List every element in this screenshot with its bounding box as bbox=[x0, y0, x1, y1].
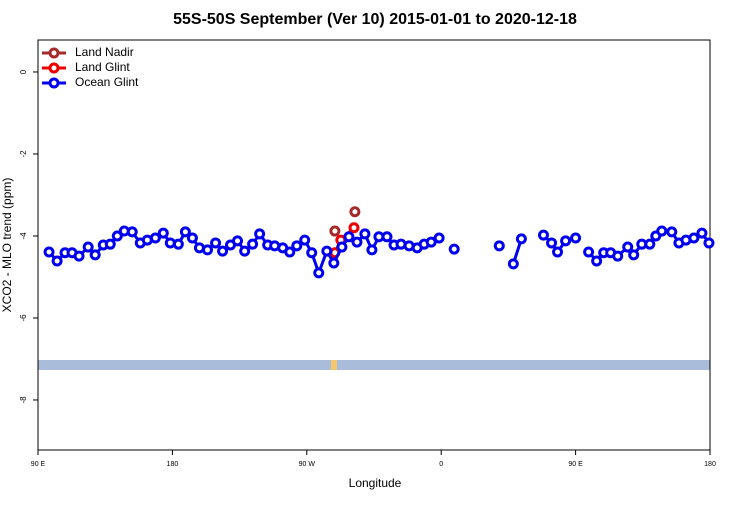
legend-marker bbox=[48, 77, 60, 89]
chart-title: 55S-50S September (Ver 10) 2015-01-01 to… bbox=[173, 11, 577, 28]
point bbox=[628, 249, 640, 261]
point bbox=[448, 243, 460, 255]
point bbox=[43, 246, 55, 258]
point bbox=[217, 245, 229, 257]
point bbox=[299, 234, 311, 246]
point bbox=[656, 225, 668, 237]
legend-marker bbox=[48, 62, 60, 74]
point bbox=[336, 241, 348, 253]
point bbox=[703, 237, 715, 249]
point bbox=[622, 241, 634, 253]
map-strip bbox=[38, 360, 710, 370]
y-tick-label: -4 bbox=[19, 232, 28, 240]
x-tick-label: 90 W bbox=[299, 461, 316, 468]
point bbox=[688, 232, 700, 244]
point bbox=[321, 245, 333, 257]
point bbox=[232, 235, 244, 247]
point bbox=[433, 232, 445, 244]
point bbox=[179, 226, 191, 238]
point bbox=[349, 206, 361, 218]
legend-label: Ocean Glint bbox=[75, 75, 139, 89]
point bbox=[546, 237, 558, 249]
point bbox=[82, 241, 94, 253]
legend-label: Land Glint bbox=[75, 60, 130, 74]
point bbox=[591, 255, 603, 267]
point bbox=[247, 238, 259, 250]
legend-label: Land Nadir bbox=[75, 45, 134, 59]
point bbox=[583, 246, 595, 258]
point bbox=[612, 250, 624, 262]
y-tick-label: -6 bbox=[19, 314, 28, 322]
point bbox=[328, 257, 340, 269]
point bbox=[89, 249, 101, 261]
y-axis-label: XCO2 - MLO trend (ppm) bbox=[0, 178, 14, 313]
point bbox=[210, 237, 222, 249]
point bbox=[493, 240, 505, 252]
point bbox=[157, 227, 169, 239]
legend-marker bbox=[48, 47, 60, 59]
point bbox=[111, 230, 123, 242]
x-tick-label: 90 E bbox=[31, 461, 46, 468]
point bbox=[254, 228, 266, 240]
point bbox=[644, 238, 656, 250]
point bbox=[381, 231, 393, 243]
point bbox=[348, 222, 360, 234]
point bbox=[537, 229, 549, 241]
point bbox=[291, 240, 303, 252]
point bbox=[666, 226, 678, 238]
point bbox=[425, 236, 437, 248]
x-tick-label: 180 bbox=[167, 461, 179, 468]
point bbox=[149, 232, 161, 244]
point bbox=[104, 238, 116, 250]
point bbox=[51, 255, 63, 267]
point bbox=[570, 232, 582, 244]
point bbox=[126, 226, 138, 238]
x-axis-label: Longitude bbox=[349, 476, 402, 490]
point bbox=[366, 244, 378, 256]
point bbox=[73, 250, 85, 262]
point bbox=[351, 236, 363, 248]
point bbox=[329, 225, 341, 237]
x-tick-label: 180 bbox=[704, 461, 716, 468]
point bbox=[560, 235, 572, 247]
point bbox=[552, 246, 564, 258]
x-tick-label: 90 E bbox=[568, 461, 583, 468]
x-tick-label: 0 bbox=[439, 461, 443, 468]
point bbox=[201, 244, 213, 256]
y-tick-label: -2 bbox=[19, 150, 28, 158]
point bbox=[696, 227, 708, 239]
point bbox=[284, 246, 296, 258]
land-patch bbox=[331, 360, 337, 370]
point bbox=[239, 245, 251, 257]
point bbox=[359, 228, 371, 240]
point bbox=[313, 267, 325, 279]
point bbox=[507, 258, 519, 270]
point bbox=[186, 232, 198, 244]
point bbox=[343, 231, 355, 243]
point bbox=[515, 233, 527, 245]
y-tick-label: 0 bbox=[19, 69, 28, 74]
y-tick-label: -8 bbox=[19, 396, 28, 404]
point bbox=[306, 247, 318, 259]
point bbox=[172, 238, 184, 250]
